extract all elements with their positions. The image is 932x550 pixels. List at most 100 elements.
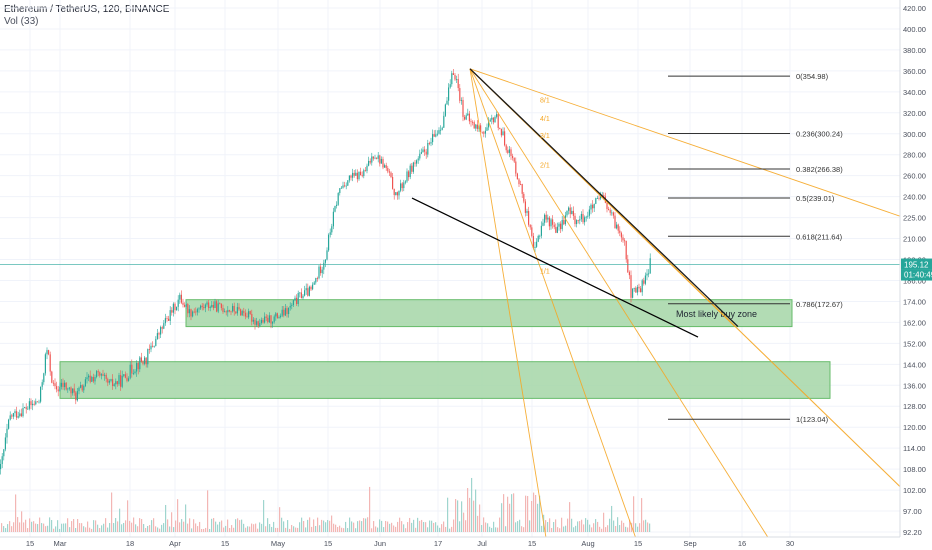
- price-tick-label: 136.00: [903, 381, 926, 390]
- volume-bar: [625, 526, 627, 532]
- candle-body: [531, 227, 533, 237]
- candle-body: [105, 374, 107, 379]
- price-tick-label: 400.00: [903, 25, 926, 34]
- candle-body: [507, 150, 509, 153]
- candle-body: [499, 127, 501, 129]
- candle-body: [617, 224, 619, 231]
- volume-bar: [473, 500, 475, 532]
- volume-bar: [539, 495, 541, 532]
- candle-body: [4, 437, 6, 450]
- volume-bar: [603, 512, 605, 532]
- candle-body: [65, 382, 67, 390]
- candle-body: [35, 401, 37, 405]
- candle-body: [280, 315, 282, 318]
- candle-body: [363, 170, 365, 177]
- volume-bar: [155, 526, 157, 532]
- volume-bar: [503, 494, 505, 532]
- volume-bar: [643, 520, 645, 532]
- fan-label: 3/1: [540, 133, 550, 140]
- candle-body: [38, 401, 40, 403]
- volume-bar: [23, 522, 25, 532]
- candle-body: [102, 374, 104, 376]
- candle-body: [390, 172, 392, 178]
- candle-body: [195, 311, 197, 313]
- volume-bar: [103, 523, 105, 532]
- candle-body: [54, 383, 56, 387]
- candle-body: [187, 304, 189, 314]
- candle-body: [563, 220, 565, 225]
- candle-body: [387, 168, 389, 172]
- candle-body: [528, 211, 530, 225]
- volume-bar: [209, 528, 211, 532]
- candle-body: [59, 386, 61, 392]
- candle-body: [216, 301, 218, 312]
- volume-bar: [453, 519, 455, 532]
- candle-body: [537, 235, 539, 242]
- candle-body: [446, 100, 448, 105]
- candle-body: [590, 204, 592, 210]
- candle-body: [192, 311, 194, 317]
- volume-bar: [455, 499, 457, 532]
- volume-bar: [235, 519, 237, 532]
- candle-body: [510, 149, 512, 156]
- volume-bar: [27, 528, 29, 532]
- candle-body: [321, 269, 323, 274]
- volume-bar: [161, 524, 163, 532]
- candle-body: [384, 165, 386, 168]
- candle-body: [371, 156, 373, 163]
- candle-body: [254, 319, 256, 325]
- candle-body: [585, 216, 587, 218]
- buy-zone-lower: [59, 361, 831, 399]
- volume-bar: [431, 520, 433, 532]
- volume-bar: [515, 522, 517, 532]
- candle-body: [265, 316, 267, 318]
- candle-body: [332, 211, 334, 227]
- candle-body: [480, 125, 482, 132]
- candle-body: [107, 378, 109, 383]
- candle-body: [169, 310, 171, 321]
- volume-bar: [629, 519, 631, 532]
- candle-body: [118, 375, 120, 385]
- buy-zone-label: Most likely buy zone: [676, 309, 757, 319]
- volume-bar: [639, 523, 641, 532]
- volume-bar: [487, 523, 489, 532]
- volume-bar: [521, 526, 523, 532]
- price-tick-label: 300.00: [903, 130, 926, 139]
- volume-bar: [125, 520, 127, 532]
- candle-body: [203, 307, 205, 309]
- volume-bar: [343, 528, 345, 532]
- candle-body: [75, 392, 77, 401]
- candle-body: [241, 311, 243, 316]
- volume-bar: [411, 522, 413, 532]
- candle-body: [267, 317, 269, 323]
- volume-bar: [199, 521, 201, 532]
- candle-body: [342, 185, 344, 188]
- volume-bar: [119, 508, 121, 532]
- candle-body: [443, 115, 445, 128]
- candle-body: [228, 310, 230, 312]
- volume-bar: [221, 520, 223, 532]
- candle-body: [648, 273, 650, 275]
- price-tick-label: 152.00: [903, 339, 926, 348]
- candle-body: [580, 213, 582, 220]
- candle-body: [448, 87, 450, 101]
- volume-bar: [599, 526, 601, 532]
- candle-body: [481, 131, 483, 133]
- candle-body: [640, 288, 642, 293]
- candle-body: [635, 287, 637, 293]
- candle-body: [564, 215, 566, 225]
- volume-bar: [381, 520, 383, 532]
- volume-bar: [469, 497, 471, 532]
- price-tick-label: 144.00: [903, 360, 926, 369]
- volume-bar: [305, 527, 307, 532]
- candle-body: [41, 382, 43, 387]
- volume-bar: [41, 523, 43, 532]
- candle-body: [292, 300, 294, 305]
- volume-bar: [511, 494, 513, 532]
- candle-body: [315, 278, 317, 283]
- volume-bar: [349, 517, 351, 532]
- candle-body: [161, 327, 163, 329]
- time-tick-label: 17: [434, 539, 442, 548]
- candle-body: [532, 236, 534, 248]
